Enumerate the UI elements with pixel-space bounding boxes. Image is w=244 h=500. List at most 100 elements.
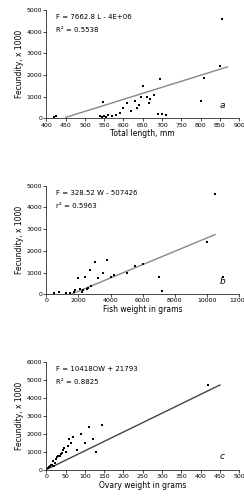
Point xyxy=(160,287,164,295)
Point xyxy=(93,258,97,266)
Point xyxy=(205,238,209,246)
Point xyxy=(49,460,53,468)
Point xyxy=(48,462,52,470)
Point xyxy=(158,76,162,84)
Point xyxy=(101,268,104,276)
Point xyxy=(64,448,68,456)
X-axis label: Ovary weight in grams: Ovary weight in grams xyxy=(99,480,186,490)
Point xyxy=(61,446,64,454)
Y-axis label: Fecundity, x 1000: Fecundity, x 1000 xyxy=(15,206,24,274)
Text: F = 328.52 W - 507426: F = 328.52 W - 507426 xyxy=(56,190,138,196)
Point xyxy=(137,102,141,110)
Point xyxy=(72,288,76,296)
Point xyxy=(135,104,139,112)
Point xyxy=(57,288,61,296)
Point xyxy=(157,273,161,281)
Point xyxy=(164,111,168,119)
X-axis label: Total length, mm: Total length, mm xyxy=(111,129,175,138)
Y-axis label: Fecundity, x 1000: Fecundity, x 1000 xyxy=(15,382,24,450)
Point xyxy=(52,289,56,297)
Point xyxy=(156,110,160,118)
Point xyxy=(83,439,87,447)
Point xyxy=(139,93,143,101)
Point xyxy=(160,110,164,118)
Text: F = 7662.8 L - 4E+06: F = 7662.8 L - 4E+06 xyxy=(56,14,132,20)
Point xyxy=(86,284,90,292)
Point xyxy=(77,274,81,282)
Point xyxy=(100,421,104,429)
Point xyxy=(55,454,59,462)
Point xyxy=(91,436,95,444)
Text: R² = 0.5538: R² = 0.5538 xyxy=(56,28,99,34)
Point xyxy=(51,457,55,465)
Point xyxy=(221,273,225,281)
Text: R² = 0.8825: R² = 0.8825 xyxy=(56,379,99,385)
Point xyxy=(54,112,58,120)
Point xyxy=(129,107,133,115)
Text: F = 10418OW + 21793: F = 10418OW + 21793 xyxy=(56,366,138,372)
Point xyxy=(75,446,79,454)
Point xyxy=(50,462,54,469)
Point xyxy=(52,462,56,470)
Point xyxy=(57,452,61,460)
Text: c: c xyxy=(220,452,225,462)
Point xyxy=(96,274,100,282)
Point xyxy=(109,273,112,281)
Point xyxy=(145,93,149,101)
Point xyxy=(206,381,210,389)
Point xyxy=(87,422,91,430)
Point xyxy=(125,100,129,108)
Point xyxy=(48,464,51,471)
Point xyxy=(133,262,137,270)
Text: b: b xyxy=(220,276,226,285)
Point xyxy=(118,109,122,117)
Point xyxy=(56,452,60,460)
Point xyxy=(152,90,156,98)
Point xyxy=(149,95,152,103)
Point xyxy=(147,100,151,108)
Point xyxy=(53,459,57,467)
Point xyxy=(52,114,56,122)
Point xyxy=(98,112,102,120)
Point xyxy=(66,442,70,450)
Point xyxy=(104,113,108,121)
Point xyxy=(110,112,114,120)
Y-axis label: Fecundity, x 1000: Fecundity, x 1000 xyxy=(15,30,24,98)
Point xyxy=(70,439,73,447)
Point xyxy=(100,113,104,121)
Point xyxy=(85,285,89,293)
Point xyxy=(79,430,83,438)
Point xyxy=(203,74,206,82)
Point xyxy=(199,97,203,105)
Point xyxy=(102,112,106,120)
X-axis label: Fish weight in grams: Fish weight in grams xyxy=(103,305,183,314)
Point xyxy=(89,282,93,290)
Point xyxy=(80,288,84,296)
Point xyxy=(60,449,64,457)
Point xyxy=(71,434,75,442)
Point xyxy=(141,260,145,268)
Point xyxy=(46,464,50,472)
Point xyxy=(125,268,129,276)
Point xyxy=(213,190,217,198)
Point xyxy=(59,450,63,458)
Point xyxy=(68,436,71,444)
Point xyxy=(218,62,222,70)
Point xyxy=(112,270,116,278)
Point xyxy=(94,448,98,456)
Point xyxy=(54,455,58,463)
Point xyxy=(106,111,110,119)
Point xyxy=(69,289,72,297)
Point xyxy=(78,285,82,293)
Text: a: a xyxy=(220,101,225,110)
Point xyxy=(141,82,145,90)
Point xyxy=(64,288,68,296)
Point xyxy=(58,452,62,460)
Point xyxy=(220,14,224,22)
Point xyxy=(114,110,118,118)
Point xyxy=(83,273,87,281)
Point xyxy=(133,97,137,105)
Point xyxy=(88,266,92,274)
Point xyxy=(102,98,105,106)
Point xyxy=(81,286,85,294)
